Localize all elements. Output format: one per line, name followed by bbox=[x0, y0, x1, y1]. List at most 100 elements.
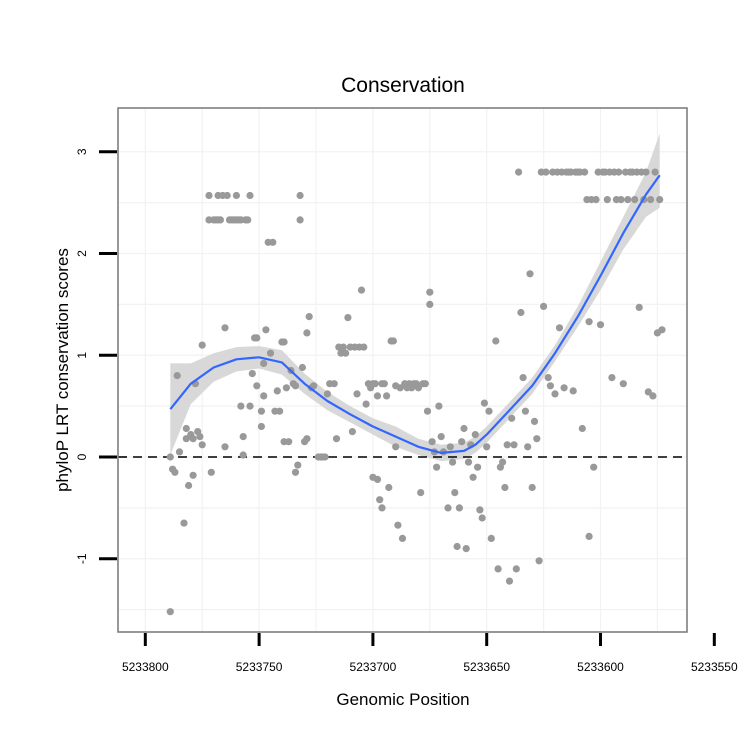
data-point bbox=[524, 443, 532, 451]
data-point bbox=[207, 468, 215, 476]
data-point bbox=[469, 473, 477, 481]
data-point bbox=[339, 343, 347, 351]
data-point bbox=[483, 443, 491, 451]
data-point bbox=[515, 168, 523, 176]
data-point bbox=[296, 191, 304, 200]
data-point bbox=[617, 196, 625, 204]
data-point bbox=[521, 407, 530, 415]
data-point bbox=[239, 433, 247, 441]
data-point bbox=[590, 463, 598, 471]
data-point bbox=[291, 468, 300, 476]
data-point bbox=[485, 407, 493, 415]
data-point bbox=[449, 458, 457, 466]
data-point bbox=[175, 448, 184, 456]
data-point bbox=[291, 382, 300, 390]
data-point bbox=[530, 417, 539, 425]
data-point bbox=[585, 318, 593, 326]
x-axis: 5233800 5233750 5233700 5233650 5233600 52335… bbox=[122, 633, 738, 674]
data-point bbox=[332, 435, 341, 443]
y-axis: -1 0 1 2 3 bbox=[75, 148, 117, 564]
data-point bbox=[540, 302, 548, 310]
y-tick-label: 0 bbox=[75, 453, 89, 460]
data-point bbox=[348, 428, 356, 436]
grid-lines bbox=[118, 108, 687, 632]
data-point bbox=[596, 321, 605, 329]
confidence-ribbon bbox=[170, 133, 660, 462]
data-point bbox=[492, 337, 500, 345]
data-point bbox=[476, 506, 484, 514]
data-point bbox=[517, 308, 525, 317]
data-point bbox=[266, 349, 275, 357]
data-point bbox=[433, 463, 441, 471]
data-point bbox=[246, 191, 254, 200]
data-point bbox=[642, 168, 650, 176]
data-point bbox=[444, 504, 452, 512]
data-point bbox=[508, 414, 516, 422]
y-tick-label: 3 bbox=[75, 148, 89, 155]
data-point bbox=[305, 313, 313, 321]
data-point bbox=[555, 324, 564, 332]
data-point bbox=[546, 382, 555, 390]
data-point bbox=[512, 565, 520, 573]
data-point bbox=[282, 384, 290, 392]
data-point bbox=[380, 380, 388, 388]
data-point bbox=[603, 196, 611, 204]
data-point bbox=[619, 380, 627, 388]
data-point bbox=[526, 270, 534, 278]
data-point bbox=[581, 168, 589, 176]
data-point bbox=[560, 384, 568, 392]
data-point bbox=[237, 402, 245, 410]
data-point bbox=[471, 431, 479, 439]
data-point bbox=[608, 374, 616, 382]
data-point bbox=[182, 424, 190, 433]
x-tick-label: 5233650 bbox=[463, 660, 510, 674]
data-point bbox=[342, 349, 350, 357]
data-point bbox=[396, 384, 404, 392]
data-point bbox=[239, 451, 247, 459]
data-point bbox=[344, 314, 352, 322]
data-point bbox=[276, 407, 284, 415]
data-point bbox=[464, 458, 473, 466]
x-tick-label: 5233550 bbox=[691, 660, 738, 674]
data-point bbox=[658, 326, 666, 334]
data-point bbox=[453, 542, 461, 551]
data-point bbox=[246, 402, 254, 410]
data-point bbox=[303, 435, 311, 443]
data-point bbox=[460, 424, 468, 433]
data-point bbox=[649, 392, 657, 400]
data-point bbox=[257, 422, 265, 431]
data-point bbox=[474, 463, 482, 471]
data-point bbox=[542, 168, 550, 176]
data-point bbox=[257, 407, 265, 415]
data-point bbox=[551, 390, 559, 398]
data-point bbox=[221, 324, 229, 332]
data-point bbox=[232, 191, 240, 200]
data-point bbox=[389, 337, 397, 345]
data-point bbox=[510, 441, 518, 449]
data-point bbox=[260, 392, 268, 400]
data-point bbox=[216, 216, 224, 224]
data-point bbox=[180, 519, 188, 527]
data-point bbox=[376, 496, 384, 504]
data-point bbox=[417, 489, 425, 497]
data-point bbox=[421, 380, 429, 388]
x-tick-label: 5233750 bbox=[236, 660, 283, 674]
data-point bbox=[426, 300, 434, 308]
data-point bbox=[362, 400, 370, 408]
data-point bbox=[385, 483, 393, 492]
data-point bbox=[414, 384, 422, 392]
y-axis-label: phyloP LRT conservation scores bbox=[53, 248, 72, 492]
data-point bbox=[656, 196, 664, 204]
data-point bbox=[499, 458, 507, 466]
data-point bbox=[321, 453, 329, 461]
data-point bbox=[519, 374, 527, 382]
data-point bbox=[480, 399, 488, 407]
data-point bbox=[451, 489, 459, 497]
data-point bbox=[269, 238, 277, 246]
data-point bbox=[394, 521, 402, 529]
data-point bbox=[303, 329, 311, 337]
data-point bbox=[428, 438, 436, 446]
data-point bbox=[371, 380, 379, 388]
data-point bbox=[373, 392, 382, 400]
